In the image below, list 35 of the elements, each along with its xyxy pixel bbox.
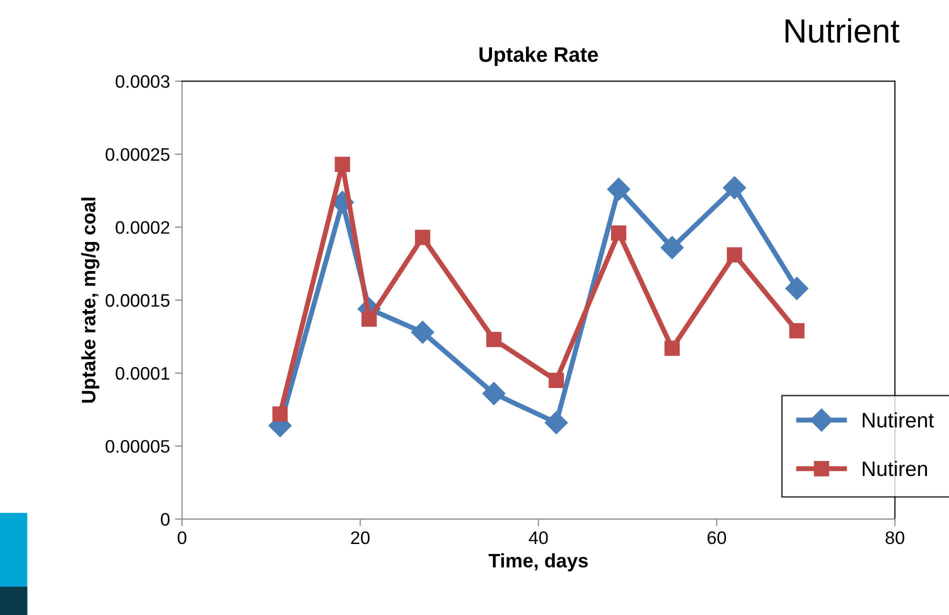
- point: [789, 323, 805, 338]
- text: Nutrient: [786, 18, 900, 43]
- point: [548, 372, 564, 388]
- legend-label: Nutirent: [862, 412, 934, 428]
- x-axis-title: Time, days: [488, 553, 588, 572]
- y-tick-label: 0.0001: [116, 367, 170, 380]
- y-tick-label: 0: [160, 512, 170, 526]
- y-tick-label: 0.0002: [116, 221, 170, 234]
- point: [411, 320, 434, 344]
- point: [611, 225, 626, 241]
- point: [723, 176, 746, 200]
- point: [414, 230, 430, 245]
- x-tick-label: 20: [351, 531, 370, 544]
- point: [544, 411, 568, 434]
- x-tick-label: 40: [528, 531, 548, 544]
- y-tick-label: 0.0003: [116, 75, 170, 88]
- y-tick-label: 0.00015: [106, 294, 170, 307]
- x-tick-label: 0: [178, 531, 186, 544]
- point: [362, 311, 377, 327]
- y-tick-label: 0.00005: [106, 440, 170, 453]
- x-tick-label: 80: [886, 531, 904, 544]
- y-axis-title: Uptake rate, mg/g coal: [81, 198, 100, 403]
- point: [486, 332, 502, 348]
- y-tick-label: 0.00025: [106, 148, 170, 161]
- point: [272, 406, 288, 422]
- point: [334, 156, 350, 172]
- chart-title: Uptake Rate: [480, 46, 598, 66]
- legend-label: Nutiren: [862, 460, 927, 476]
- point: [660, 236, 684, 260]
- point: [785, 276, 808, 300]
- point: [664, 340, 680, 356]
- x-tick-label: 60: [708, 531, 726, 544]
- point: [726, 247, 742, 263]
- point: [607, 178, 630, 201]
- point: [482, 382, 506, 406]
